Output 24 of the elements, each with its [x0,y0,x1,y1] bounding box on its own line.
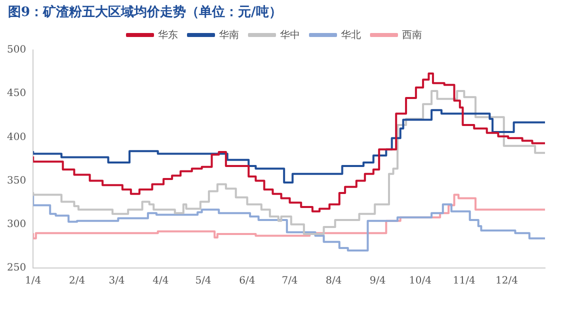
y-tick-label: 400 [6,132,26,143]
x-tick-label: 4/4 [152,276,169,287]
legend-label: 华南 [219,28,239,41]
legend-label: 华北 [341,28,361,41]
chart-title: 图9：矿渣粉五大区域均价走势（单位：元/吨） [8,4,282,21]
y-tick-label: 450 [6,88,26,100]
x-tick-label: 5/4 [195,276,212,287]
x-tick-label: 12/4 [495,276,518,287]
legend-label: 华中 [280,28,300,41]
x-tick-label: 3/4 [108,276,125,287]
y-tick-label: 500 [6,44,26,56]
y-tick-label: 300 [6,218,26,230]
x-tick-label: 8/4 [326,276,342,287]
x-tick-label: 11/4 [452,276,476,287]
x-tick-label: 2/4 [69,276,86,287]
x-tick-label: 6/4 [239,276,256,287]
x-tick-label: 1/4 [25,276,42,287]
x-tick-label: 7/4 [282,276,298,287]
x-tick-label: 9/4 [370,276,386,287]
legend-label: 华东 [158,28,178,41]
x-tick-label: 10/4 [408,276,432,287]
legend-label: 西南 [402,28,422,41]
y-tick-label: 350 [6,175,26,186]
y-tick-label: 250 [6,262,26,274]
